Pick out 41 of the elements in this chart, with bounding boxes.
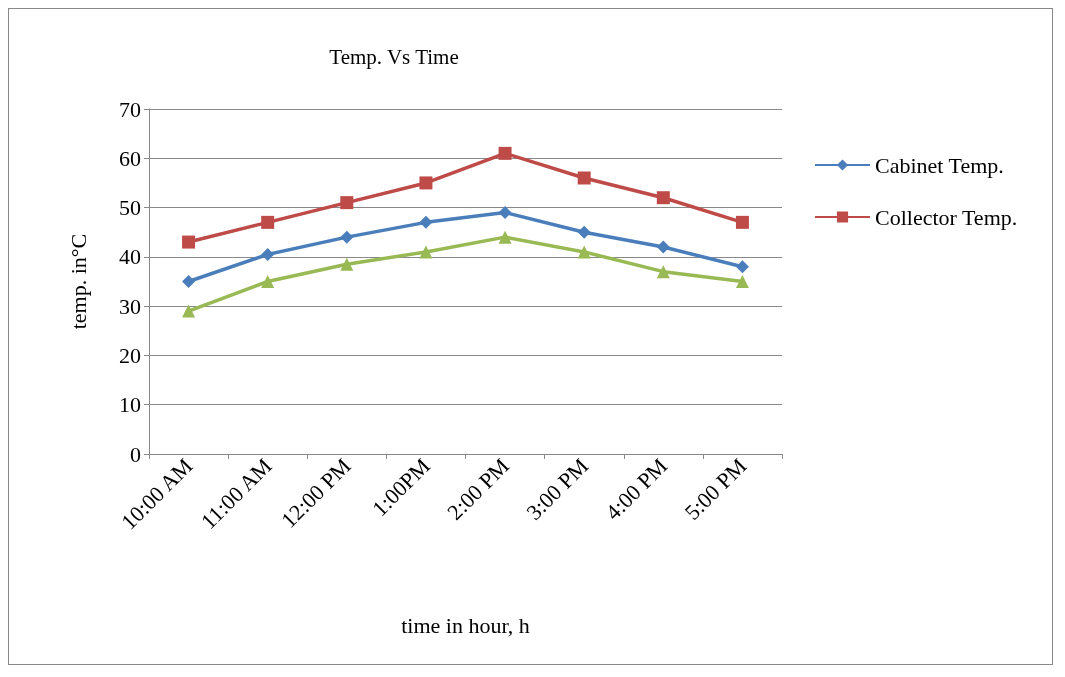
y-tick-label: 70	[119, 96, 141, 122]
point	[340, 196, 354, 210]
point	[498, 206, 512, 219]
point	[419, 176, 433, 190]
point	[340, 230, 354, 244]
legend-label: Collector Temp.	[875, 204, 1018, 230]
point	[656, 240, 670, 254]
y-tick-label: 0	[130, 441, 141, 467]
x-tick-label: 3:00 PM	[521, 453, 594, 525]
y-tick-label: 10	[119, 392, 141, 418]
point	[182, 235, 196, 249]
legend-label: Cabinet Temp.	[875, 152, 1004, 178]
point	[498, 146, 512, 160]
y-tick-label: 50	[119, 195, 141, 221]
point	[735, 215, 749, 229]
chart-title: Temp. Vs Time	[329, 44, 459, 69]
point	[182, 275, 196, 288]
point	[498, 230, 512, 244]
y-tick-label: 30	[119, 293, 141, 319]
x-tick-label: 4:00 PM	[600, 453, 673, 525]
y-tick-label: 20	[119, 342, 141, 368]
point	[656, 191, 670, 205]
x-tick-label: 5:00 PM	[679, 453, 752, 525]
point	[656, 265, 670, 279]
point	[419, 215, 433, 229]
point	[735, 275, 749, 288]
point	[577, 225, 591, 239]
point	[577, 245, 591, 259]
x-tick-label: 2:00 PM	[442, 453, 514, 525]
point	[419, 245, 433, 259]
y-tick-label: 60	[119, 145, 141, 171]
point	[182, 304, 196, 318]
x-axis-title: time in hour, h	[401, 612, 530, 638]
point	[340, 257, 354, 271]
y-tick-label: 40	[119, 244, 141, 270]
point	[261, 275, 275, 288]
point	[261, 247, 275, 261]
point	[261, 215, 275, 229]
point	[577, 171, 591, 185]
y-axis-title: temp. in°C	[65, 233, 91, 330]
point	[735, 260, 749, 274]
